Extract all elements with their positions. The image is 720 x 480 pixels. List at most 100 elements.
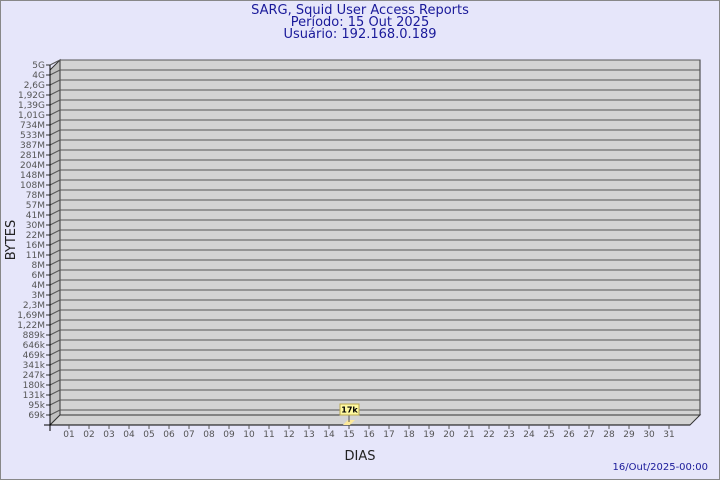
grid-side-line bbox=[49, 179, 61, 186]
y-tick-label: 1,01G bbox=[18, 111, 45, 121]
x-tick-label: 11 bbox=[263, 430, 274, 440]
y-tick-label: 4G bbox=[32, 71, 45, 81]
chart-title: SARG, Squid User Access Reports bbox=[251, 3, 469, 18]
y-tick-label: 78M bbox=[26, 191, 45, 201]
x-axis-label: DIAS bbox=[345, 449, 376, 464]
grid-side-line bbox=[49, 329, 61, 336]
y-tick-label: 4M bbox=[32, 281, 46, 291]
grid-side-line bbox=[49, 99, 61, 106]
grid-side-line bbox=[49, 189, 61, 196]
x-tick-label: 13 bbox=[303, 430, 314, 440]
y-tick-label: 8M bbox=[32, 261, 46, 271]
y-tick-label: 6M bbox=[32, 271, 46, 281]
bar-data-label: 17k bbox=[341, 406, 358, 415]
y-tick-label: 1,39G bbox=[18, 101, 45, 111]
grid-side-line bbox=[49, 409, 61, 416]
x-tick-label: 19 bbox=[423, 430, 435, 440]
grid-side-line bbox=[49, 299, 61, 306]
grid-side-line bbox=[49, 399, 61, 406]
x-tick-label: 30 bbox=[643, 430, 655, 440]
y-tick-label: 387M bbox=[20, 141, 45, 151]
x-tick-label: 22 bbox=[483, 430, 494, 440]
grid-side-line bbox=[49, 149, 61, 156]
back-wall bbox=[59, 59, 701, 416]
grid-side-line bbox=[49, 369, 61, 376]
x-tick-label: 26 bbox=[563, 430, 575, 440]
bar-label-box bbox=[339, 403, 360, 416]
x-tick-label: 01 bbox=[63, 430, 74, 440]
x-tick-label: 31 bbox=[663, 430, 674, 440]
grid-side-line bbox=[49, 219, 61, 226]
grid-side-line bbox=[49, 249, 61, 256]
y-tick-label: 22M bbox=[26, 231, 45, 241]
y-tick-label: 69k bbox=[28, 411, 45, 421]
grid-side-line bbox=[49, 79, 61, 86]
grid-side-line bbox=[49, 349, 61, 356]
timestamp: 16/Out/2025-00:00 bbox=[613, 462, 708, 473]
x-tick-label: 03 bbox=[103, 430, 114, 440]
grid-side-line bbox=[49, 159, 61, 166]
grid-side-line bbox=[49, 59, 61, 66]
grid-side-line bbox=[49, 239, 61, 246]
y-tick-label: 889k bbox=[23, 331, 46, 341]
y-tick-label: 734M bbox=[20, 121, 45, 131]
y-tick-label: 533M bbox=[20, 131, 45, 141]
grid-side-line bbox=[49, 89, 61, 96]
grid-side-line bbox=[49, 289, 61, 296]
y-tick-label: 108M bbox=[20, 181, 45, 191]
chart-period: Período: 15 Out 2025 bbox=[290, 15, 430, 30]
x-tick-label: 12 bbox=[283, 430, 294, 440]
floor bbox=[48, 414, 702, 426]
y-tick-label: 95k bbox=[28, 401, 45, 411]
x-tick-label: 16 bbox=[363, 430, 375, 440]
y-tick-label: 1,92G bbox=[18, 91, 45, 101]
x-tick-label: 07 bbox=[183, 430, 194, 440]
x-tick-label: 02 bbox=[83, 430, 94, 440]
x-tick-label: 24 bbox=[523, 430, 535, 440]
x-tick-label: 23 bbox=[503, 430, 514, 440]
grid-side-line bbox=[49, 269, 61, 276]
y-tick-label: 180k bbox=[23, 381, 46, 391]
y-tick-label: 16M bbox=[26, 241, 45, 251]
grid-side-line bbox=[49, 199, 61, 206]
y-tick-label: 1,22M bbox=[17, 321, 45, 331]
x-tick-label: 20 bbox=[443, 430, 455, 440]
grid-side-line bbox=[49, 169, 61, 176]
x-tick-label: 27 bbox=[583, 430, 594, 440]
grid-side-line bbox=[49, 139, 61, 146]
grid-side-line bbox=[49, 129, 61, 136]
x-tick-label: 28 bbox=[603, 430, 615, 440]
y-tick-label: 148M bbox=[20, 171, 45, 181]
grid-side-line bbox=[49, 339, 61, 346]
y-tick-label: 2,6G bbox=[24, 81, 45, 91]
y-axis-label: BYTES bbox=[4, 220, 19, 261]
y-tick-label: 1,69M bbox=[17, 311, 45, 321]
x-tick-label: 18 bbox=[403, 430, 415, 440]
y-tick-label: 30M bbox=[26, 221, 45, 231]
x-tick-label: 10 bbox=[243, 430, 255, 440]
x-tick-label: 21 bbox=[463, 430, 474, 440]
grid-side-line bbox=[49, 359, 61, 366]
x-tick-label: 29 bbox=[623, 430, 635, 440]
grid-side-line bbox=[49, 309, 61, 316]
grid-side-line bbox=[49, 259, 61, 266]
chart-user: Usuário: 192.168.0.189 bbox=[283, 27, 437, 42]
x-tick-label: 04 bbox=[123, 430, 135, 440]
y-tick-label: 469k bbox=[23, 351, 46, 361]
y-tick-label: 247k bbox=[23, 371, 46, 381]
grid-side-line bbox=[49, 69, 61, 76]
x-tick-label: 05 bbox=[143, 430, 154, 440]
y-tick-label: 204M bbox=[20, 161, 45, 171]
y-tick-label: 341k bbox=[23, 361, 46, 371]
y-tick-label: 131k bbox=[23, 391, 46, 401]
y-tick-label: 57M bbox=[26, 201, 45, 211]
x-tick-label: 09 bbox=[223, 430, 235, 440]
grid-side-line bbox=[49, 319, 61, 326]
x-tick-label: 06 bbox=[163, 430, 175, 440]
x-tick-label: 17 bbox=[383, 430, 394, 440]
y-tick-label: 2,3M bbox=[23, 301, 45, 311]
y-tick-label: 11M bbox=[26, 251, 45, 261]
x-tick-label: 08 bbox=[203, 430, 215, 440]
grid-side-line bbox=[49, 119, 61, 126]
